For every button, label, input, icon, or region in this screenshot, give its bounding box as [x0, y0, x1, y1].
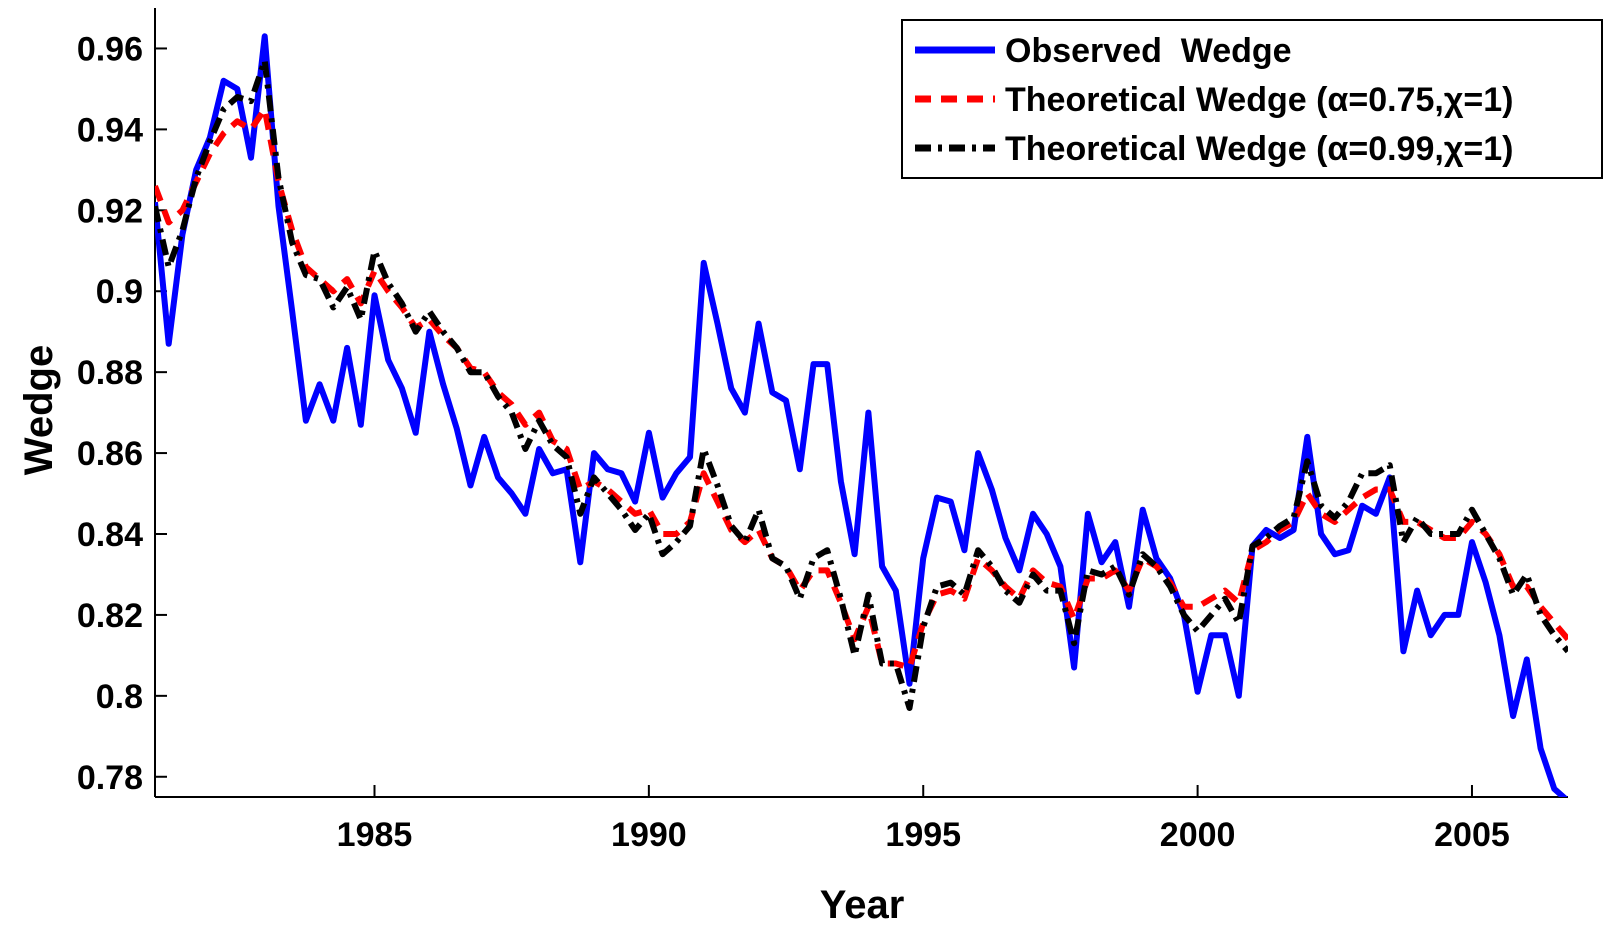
y-tick-label: 0.96	[77, 30, 143, 68]
series-line-0	[155, 33, 1568, 797]
legend-label-theoretical-099: Theoretical Wedge (α=0.99,χ=1)	[1005, 130, 1513, 168]
y-tick-label: 0.9	[96, 273, 143, 311]
series-line-2	[155, 57, 1568, 711]
x-tick-label: 1995	[885, 816, 961, 854]
y-tick-label: 0.84	[77, 516, 143, 554]
series-layer	[155, 33, 1568, 797]
y-tick-label: 0.8	[96, 678, 143, 716]
legend-label-theoretical-075: Theoretical Wedge (α=0.75,χ=1)	[1005, 81, 1513, 119]
y-tick-label: 0.82	[77, 597, 143, 635]
y-axis-ticks: 0.78 0.8 0.82 0.84 0.86 0.88 0.9 0.92 0.94 0.96	[77, 30, 167, 797]
x-axis-ticks: 1985 1990 1995 2000 2005	[337, 785, 1510, 854]
y-axis-title: Wedge	[17, 345, 61, 475]
y-tick-label: 0.78	[77, 759, 143, 797]
y-tick-label: 0.86	[77, 435, 143, 473]
x-tick-label: 2005	[1434, 816, 1510, 854]
series-line-1	[155, 106, 1568, 671]
x-tick-label: 1985	[337, 816, 413, 854]
plot-area: 0.78 0.8 0.82 0.84 0.86 0.88 0.9 0.92 0.94 0.96 1…	[77, 8, 1568, 854]
y-tick-label: 0.92	[77, 192, 143, 230]
y-tick-label: 0.94	[77, 111, 143, 149]
y-tick-label: 0.88	[77, 354, 143, 392]
x-axis-title: Year	[820, 883, 905, 927]
legend-box	[901, 19, 1603, 179]
x-tick-label: 2000	[1160, 816, 1236, 854]
legend: Observed Wedge Theoretical Wedge (α=0.75…	[901, 19, 1603, 179]
x-tick-label: 1990	[611, 816, 687, 854]
legend-label-observed: Observed Wedge	[1005, 32, 1292, 70]
